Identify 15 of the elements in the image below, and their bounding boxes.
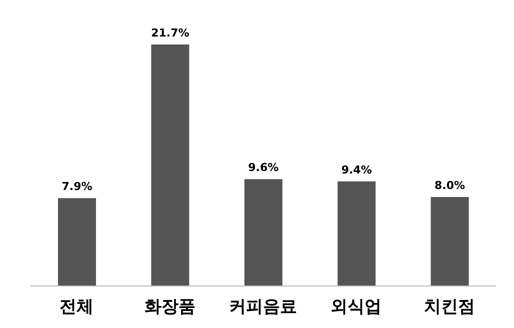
- bar: [58, 198, 96, 286]
- data-label: 7.9%: [62, 180, 92, 194]
- x-tick-label: 치킨점: [424, 297, 475, 318]
- x-tick-label: 화장품: [144, 297, 196, 318]
- data-label: 9.6%: [248, 161, 279, 174]
- data-label: 8.0%: [434, 178, 466, 192]
- bar: [151, 44, 190, 286]
- x-tick-label: 전체: [60, 297, 94, 318]
- data-label: 21.7%: [151, 26, 190, 40]
- x-tick-label: 외식업: [330, 297, 382, 318]
- x-tick-label: 커피음료: [229, 297, 297, 318]
- bar: [338, 181, 376, 286]
- bar: [430, 196, 469, 286]
- data-label: 9.4%: [341, 163, 372, 176]
- bar: [244, 179, 282, 286]
